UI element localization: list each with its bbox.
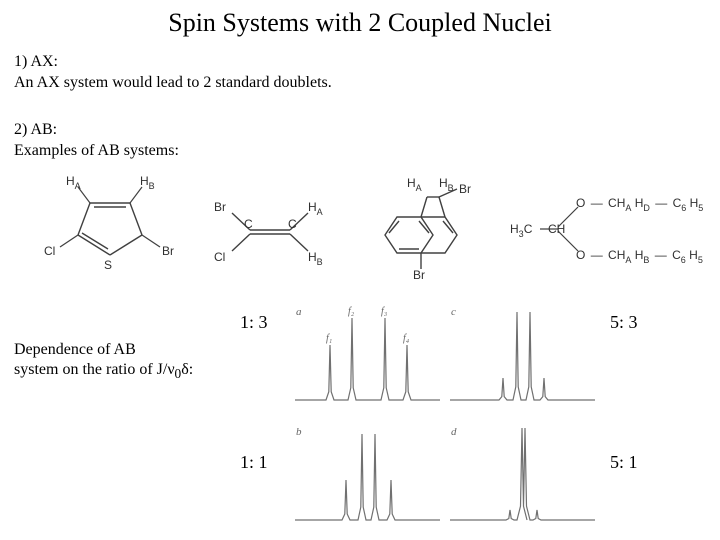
ether-o1: O bbox=[576, 196, 585, 210]
spectrum-panel-c: c bbox=[445, 300, 600, 420]
dependence-label: Dependence of AB system on the ratio of … bbox=[14, 340, 194, 383]
ether-ph2c: C bbox=[672, 248, 681, 262]
ether-asub1: A bbox=[625, 203, 631, 213]
vinyl-ha: H bbox=[308, 200, 317, 214]
peak-label-f3: f₃ bbox=[381, 306, 388, 317]
section-ax: 1) AX: An AX system would lead to 2 stan… bbox=[14, 52, 332, 94]
svg-text:O — CHA: O — CHA HB — C6 H5 bbox=[576, 248, 703, 266]
bicyclic-ha: H bbox=[407, 176, 416, 190]
ratio-b: 1: 1 bbox=[240, 452, 268, 473]
peak-label-f4: f₄ bbox=[403, 333, 410, 344]
bicyclic-hb: H bbox=[439, 176, 448, 190]
ether-d2b: — bbox=[655, 248, 667, 262]
ether-asub2: A bbox=[625, 255, 631, 265]
ether-ch: CH bbox=[548, 222, 565, 236]
spectrum-a: f₁ f₂ f₃ f₄ bbox=[290, 300, 445, 420]
spectrum-panel-a: a f₁f₂f₃f₄ bbox=[290, 300, 445, 420]
peak-label-f1: f₁ bbox=[326, 333, 332, 344]
thiophene-ha: H bbox=[66, 175, 75, 188]
spectrum-panel-b: b bbox=[290, 420, 445, 540]
section-ax-body: An AX system would lead to 2 standard do… bbox=[14, 73, 332, 94]
section-ax-heading: 1) AX: bbox=[14, 52, 332, 73]
bicyclic-br1: Br bbox=[459, 182, 471, 196]
section-ab: 2) AB: Examples of AB systems: bbox=[14, 120, 179, 162]
spectrum-c bbox=[445, 300, 600, 420]
vinyl-cl: Cl bbox=[214, 250, 225, 264]
vinyl-hb-sub: B bbox=[317, 257, 323, 267]
thiophene-hb-sub: B bbox=[149, 181, 155, 191]
thiophene-br: Br bbox=[162, 244, 174, 258]
bicyclic-ha-sub: A bbox=[416, 183, 422, 193]
ether-o2: O bbox=[576, 248, 585, 262]
molecule-row: HA HB Cl S Br Br Cl HA HB C C bbox=[40, 175, 680, 285]
ether-ph1h: H bbox=[690, 196, 699, 210]
vinyl-ha-sub: A bbox=[317, 207, 323, 217]
thiophene-s: S bbox=[104, 258, 112, 272]
ether-hd1: H bbox=[635, 196, 644, 210]
thiophene-ha-sub: A bbox=[75, 181, 81, 191]
ether-ph2-5: 5 bbox=[698, 255, 703, 265]
ether-d1a: — bbox=[591, 196, 603, 210]
spectrum-d bbox=[445, 420, 600, 540]
svg-text:HA: HA bbox=[66, 175, 81, 191]
ether-chah2: CH bbox=[608, 248, 625, 262]
section-ab-heading: 2) AB: bbox=[14, 120, 179, 141]
molecule-bicyclic: HA HB Br Br bbox=[355, 175, 510, 285]
molecule-ether: O — CHA HD — C6 H5 H3C CH O — CHA HB — C… bbox=[510, 181, 720, 281]
ether-bsub2: B bbox=[643, 255, 649, 265]
thiophene-hb: H bbox=[140, 175, 149, 188]
svg-text:C: C bbox=[244, 217, 253, 231]
dep-line2-prefix: system on the ratio of J/ bbox=[14, 361, 167, 378]
dep-delta: δ: bbox=[181, 361, 193, 378]
molecule-vinyl: Br Cl HA HB C C bbox=[200, 185, 340, 275]
dep-nu: ν bbox=[167, 361, 174, 378]
ether-hb2: H bbox=[635, 248, 644, 262]
spectrum-b bbox=[290, 420, 445, 540]
ether-ph2-6: 6 bbox=[681, 255, 686, 265]
spectrum-panel-d: d bbox=[445, 420, 600, 540]
ether-d2a: — bbox=[591, 248, 603, 262]
ether-ph1-5: 5 bbox=[698, 203, 703, 213]
bicyclic-br2: Br bbox=[413, 268, 425, 282]
bicyclic-hb-sub: B bbox=[448, 183, 454, 193]
page-title: Spin Systems with 2 Coupled Nuclei bbox=[0, 8, 720, 38]
vinyl-br: Br bbox=[214, 200, 226, 214]
vinyl-hb: H bbox=[308, 250, 317, 264]
dep-line1: Dependence of AB bbox=[14, 341, 136, 358]
section-ab-body: Examples of AB systems: bbox=[14, 141, 179, 162]
ether-ph2h: H bbox=[689, 248, 698, 262]
svg-text:HA: HA bbox=[308, 200, 323, 217]
svg-text:C: C bbox=[288, 217, 297, 231]
svg-text:HB: HB bbox=[439, 176, 454, 193]
ratio-d: 5: 1 bbox=[610, 452, 638, 473]
thiophene-cl: Cl bbox=[44, 244, 55, 258]
svg-text:HA: HA bbox=[407, 176, 422, 193]
ether-ph1-6: 6 bbox=[681, 203, 686, 213]
svg-text:H3C: H3C bbox=[510, 222, 533, 239]
svg-text:HB: HB bbox=[308, 250, 323, 267]
svg-text:O — CHA: O — CHA HD — C6 H5 bbox=[576, 196, 703, 214]
ratio-a: 1: 3 bbox=[240, 312, 268, 333]
svg-text:HB: HB bbox=[140, 175, 155, 191]
ether-d1b: — bbox=[655, 196, 667, 210]
ether-h3-c: C bbox=[524, 222, 533, 236]
ether-chah1: CH bbox=[608, 196, 625, 210]
ether-ph1c: C bbox=[673, 196, 682, 210]
peak-label-f2: f₂ bbox=[348, 306, 355, 317]
molecule-thiophene: HA HB Cl S Br bbox=[40, 175, 190, 285]
ratio-c: 5: 3 bbox=[610, 312, 638, 333]
ether-hdsub1: D bbox=[643, 203, 650, 213]
ether-h3-h: H bbox=[510, 222, 519, 236]
spectra-grid: a f₁f₂f₃f₄ c b d bbox=[290, 300, 600, 540]
